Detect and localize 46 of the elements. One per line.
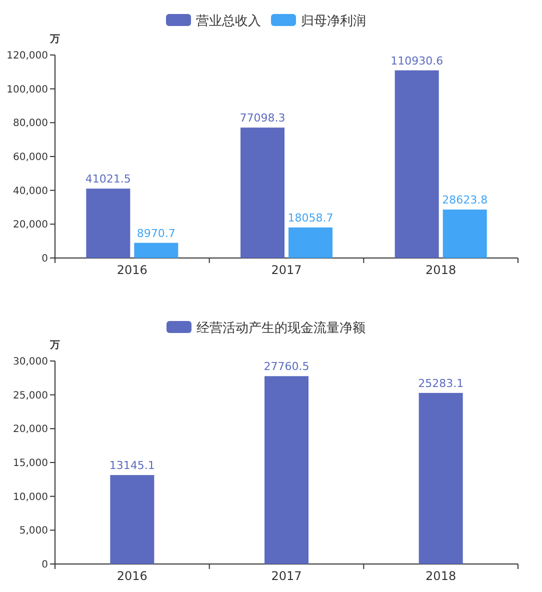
- y-tick-label: 15,000: [13, 458, 48, 469]
- bar: [288, 227, 332, 258]
- bar: [86, 188, 130, 258]
- y-axis-title: 万: [49, 34, 60, 45]
- y-tick-label: 0: [42, 560, 48, 570]
- legend-item: 经营活动产生的现金流量净额: [166, 321, 366, 336]
- y-tick-label: 80,000: [13, 118, 48, 130]
- bar: [240, 128, 284, 258]
- legend-label: 营业总收入: [196, 14, 261, 29]
- data-label: 110930.6: [390, 54, 444, 68]
- data-label: 41021.5: [85, 172, 131, 186]
- y-tick-label: 20,000: [13, 424, 48, 436]
- data-label: 25283.1: [418, 376, 464, 390]
- bar: [418, 392, 463, 564]
- y-tick-label: 25,000: [13, 390, 48, 402]
- x-tick-label: 2016: [116, 569, 148, 583]
- x-tick-label: 2018: [426, 569, 456, 583]
- y-tick-label: 60,000: [13, 152, 48, 163]
- data-label: 8970.7: [136, 226, 176, 240]
- y-tick-label: 30,000: [13, 356, 48, 368]
- y-tick-label: 5,000: [19, 526, 48, 537]
- x-tick-label: 2016: [116, 263, 148, 277]
- y-tick-label: 40,000: [13, 186, 48, 197]
- bar: [110, 475, 154, 564]
- legend-label: 经营活动产生的现金流量净额: [196, 320, 366, 336]
- x-tick-label: 2017: [271, 569, 302, 583]
- data-label: 28623.8: [442, 194, 488, 207]
- y-tick-label: 0: [42, 254, 48, 264]
- data-label: 13145.1: [109, 459, 155, 472]
- data-label: 27760.5: [264, 360, 310, 374]
- legend-item: 归母净利润: [271, 14, 366, 29]
- bar: [442, 210, 487, 258]
- y-tick-label: 20,000: [13, 220, 48, 231]
- y-tick-label: 100,000: [6, 84, 48, 96]
- bar: [264, 376, 308, 564]
- data-label: 18058.7: [288, 211, 334, 224]
- x-tick-label: 2017: [271, 263, 302, 277]
- bar: [134, 242, 178, 258]
- legend-item: 营业总收入: [166, 14, 261, 29]
- y-axis-title: 万: [49, 340, 60, 351]
- bar: [394, 70, 439, 258]
- y-tick-label: 120,000: [6, 50, 48, 62]
- y-tick-label: 10,000: [13, 492, 48, 503]
- x-tick-label: 2018: [426, 263, 456, 277]
- legend-label: 归母净利润: [301, 14, 366, 29]
- data-label: 77098.3: [240, 112, 286, 125]
